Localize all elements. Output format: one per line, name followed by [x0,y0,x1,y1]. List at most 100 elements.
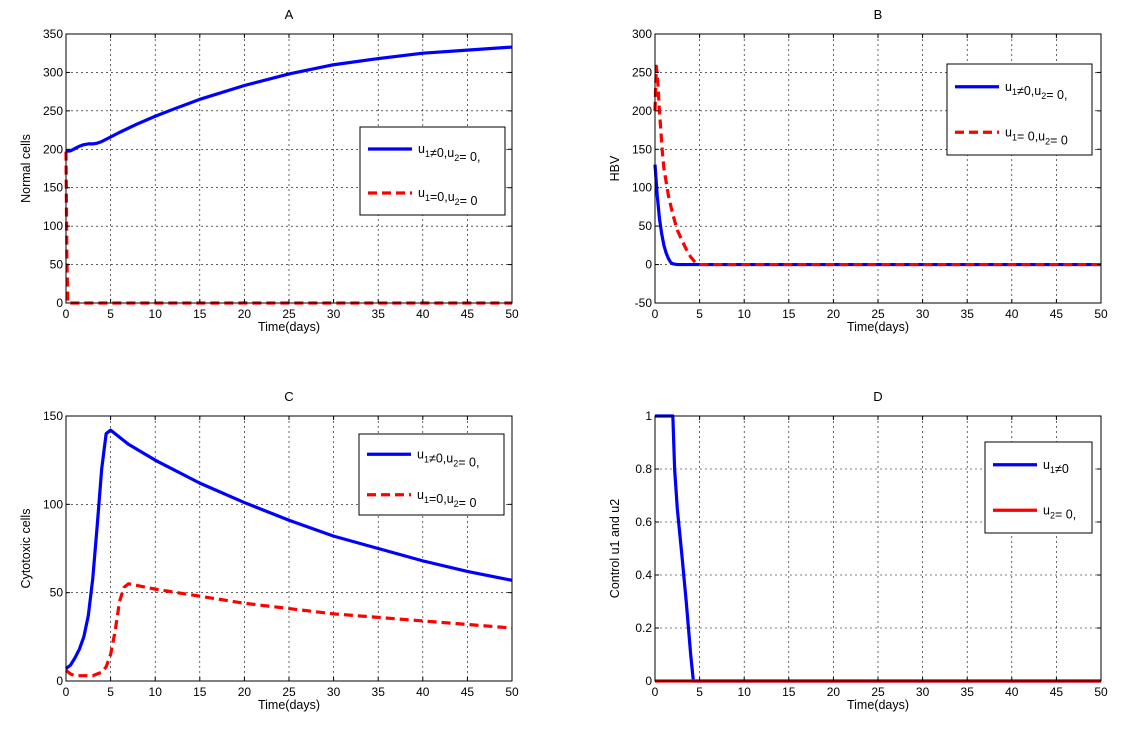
y-tick-label-a: 350 [43,27,63,41]
y-tick-label-b: 300 [632,27,652,41]
panel-b: 0 5 10 15 20 25 30 35 40 45 50-5005010015020025030… [608,7,1108,334]
y-axis-label-b: HBV [608,155,622,181]
x-tick-label-d: 15 [782,685,796,699]
y-tick-label-d: 1 [645,409,652,423]
x-tick-label-a: 0 [63,307,70,321]
y-tick-label-b: 50 [639,219,653,233]
series-line-c-2 [65,582,513,678]
x-tick-label-b: 25 [871,307,885,321]
x-tick-label-c: 30 [327,685,341,699]
y-tick-label-c: 100 [43,497,63,511]
x-tick-label-d: 45 [1050,685,1064,699]
y-tick-label-d: 0.4 [635,568,652,582]
x-tick-label-a: 40 [416,307,430,321]
x-tick-label-c: 40 [416,685,430,699]
y-tick-label-a: 50 [50,258,64,272]
x-tick-label-a: 45 [461,307,475,321]
panel-d: 0 5 10 15 20 25 30 35 40 45 50 0 0.2 0.4 0.6 0.8 1 D Time(… [608,389,1108,712]
y-tick-label-d: 0.8 [635,462,652,476]
x-tick-label-c: 0 [63,685,70,699]
series-line-c-1 [65,428,513,670]
legend-box-a [359,126,506,216]
y-tick-label-c: 50 [50,586,64,600]
x-tick-label-d: 35 [961,685,975,699]
x-tick-label-d: 0 [652,685,659,699]
x-tick-label-c: 50 [505,685,519,699]
x-tick-label-d: 25 [871,685,885,699]
x-tick-label-a: 20 [238,307,252,321]
x-axis-label-c: Time(days) [258,698,320,712]
x-tick-label-a: 50 [505,307,519,321]
x-tick-label-a: 35 [372,307,386,321]
chart-title-d: D [873,389,882,404]
x-tick-label-a: 25 [282,307,296,321]
x-tick-label-b: 45 [1050,307,1064,321]
legend-box-c [358,433,505,516]
legend-c: u1≠0,u2= 0, u1=0,u2= 0 [358,433,505,516]
x-tick-label-d: 40 [1005,685,1019,699]
x-axis-label-a: Time(days) [258,320,320,334]
x-tick-label-c: 45 [461,685,475,699]
panel-a: 0 5 10 15 20 25 30 35 40 45 50 0 50 100 150 200 250 300 35… [19,7,519,334]
legend-label-a-2: u1=0,u2= 0 [418,186,477,208]
y-tick-label-a: 0 [56,296,63,310]
series-line-a-1 [65,45,513,154]
legend-label-a-1: u1≠0,u2= 0, [418,142,480,164]
x-tick-label-a: 30 [327,307,341,321]
y-tick-label-b: 250 [632,65,652,79]
x-tick-label-b: 35 [961,307,975,321]
x-tick-label-d: 5 [696,685,703,699]
chart-title-b: B [874,7,883,22]
chart-title-a: A [285,7,294,22]
x-tick-label-a: 15 [193,307,207,321]
x-tick-label-b: 50 [1094,307,1108,321]
x-axis-label-d: Time(days) [847,698,909,712]
x-tick-label-c: 5 [107,685,114,699]
legend-label-b-2: u1= 0,u2= 0 [1005,125,1068,147]
y-tick-label-b: 150 [632,142,652,156]
x-tick-label-b: 0 [652,307,659,321]
y-tick-label-b: 200 [632,104,652,118]
y-axis-label-c: Cytotoxic cells [19,509,33,589]
y-tick-label-a: 100 [43,219,63,233]
x-tick-label-d: 50 [1094,685,1108,699]
legend-label-c-2: u1=0,u2= 0 [417,488,476,510]
y-tick-label-b: 0 [645,258,652,272]
legend-label-c-1: u1≠0,u2= 0, [417,447,479,469]
x-tick-label-d: 30 [916,685,930,699]
y-tick-label-a: 200 [43,142,63,156]
x-axis-label-b: Time(days) [847,320,909,334]
y-tick-label-d: 0 [645,674,652,688]
legend-box-d [984,441,1093,534]
legend-label-d-1: u1≠0 [1043,458,1069,476]
legend-d: u1≠0 u2= 0, [984,441,1093,534]
x-tick-label-c: 35 [372,685,386,699]
y-tick-label-c: 0 [56,674,63,688]
legend-a: u1≠0,u2= 0, u1=0,u2= 0 [359,126,506,216]
x-tick-label-b: 15 [782,307,796,321]
y-tick-label-b: -50 [635,296,653,310]
series-line-b-2 [653,64,1101,267]
legend-b: u1≠0,u2= 0, u1= 0,u2= 0 [946,63,1093,156]
y-tick-label-c: 150 [43,409,63,423]
y-axis-label-d: Control u1 and u2 [608,499,622,598]
panel-c: 0 5 10 15 20 25 30 35 40 45 50 0 50 100 150 C Time(days)… [19,389,519,712]
x-tick-label-b: 5 [696,307,703,321]
x-tick-label-c: 20 [238,685,252,699]
x-tick-label-d: 20 [827,685,841,699]
y-tick-label-a: 300 [43,65,63,79]
x-tick-label-b: 40 [1005,307,1019,321]
legend-label-b-1: u1≠0,u2= 0, [1005,80,1067,102]
legend-box-b [946,63,1093,156]
x-tick-label-d: 10 [738,685,752,699]
y-tick-label-a: 250 [43,104,63,118]
x-tick-label-c: 25 [282,685,296,699]
x-tick-label-c: 15 [193,685,207,699]
y-axis-label-a: Normal cells [19,134,33,203]
y-tick-label-a: 150 [43,181,63,195]
x-tick-label-b: 10 [738,307,752,321]
x-tick-label-a: 10 [149,307,163,321]
y-tick-label-d: 0.6 [635,515,652,529]
x-tick-label-a: 5 [107,307,114,321]
